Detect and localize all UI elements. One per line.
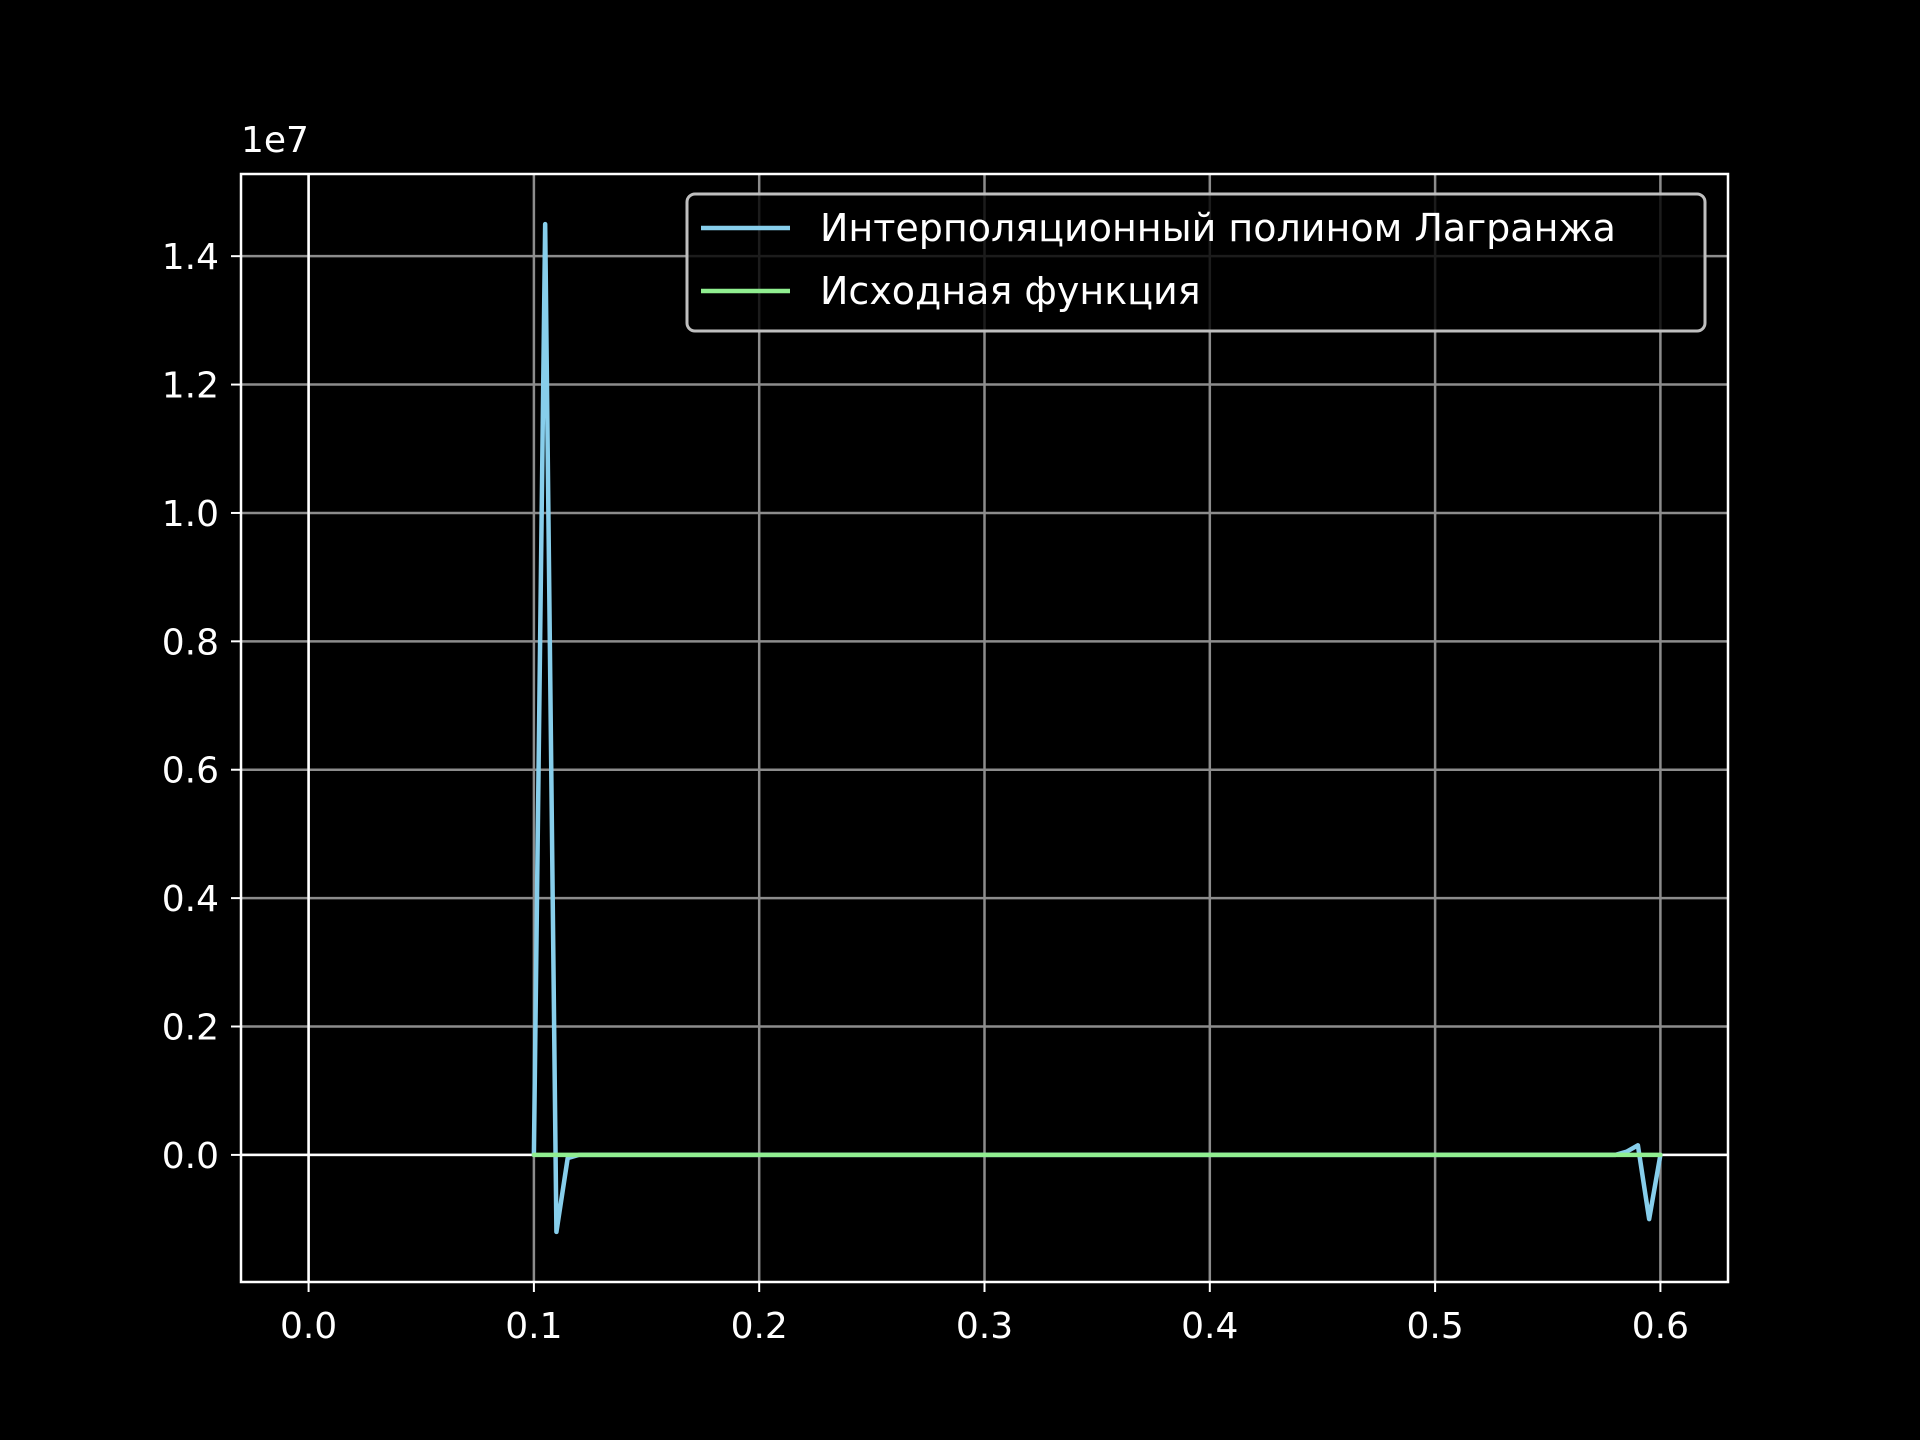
y-tick-label: 1.0 xyxy=(162,494,219,535)
x-tick-label: 0.2 xyxy=(731,1306,788,1347)
legend: Интерполяционный полином Лагранжа Исходна… xyxy=(685,192,1707,333)
y-tick-label: 0.0 xyxy=(162,1136,219,1177)
x-tick-label: 0.3 xyxy=(956,1306,1013,1347)
x-tick-label: 0.4 xyxy=(1181,1306,1238,1347)
x-tick-label: 0.1 xyxy=(505,1306,562,1347)
x-tick-label: 0.5 xyxy=(1406,1306,1463,1347)
y-tick-label: 0.6 xyxy=(162,751,219,792)
legend-box xyxy=(685,192,1707,333)
y-tick-label: 1.4 xyxy=(162,237,219,278)
series-layer xyxy=(531,221,1663,1235)
y-offset-label: 1e7 xyxy=(241,120,309,161)
x-tick-label: 0.6 xyxy=(1632,1306,1689,1347)
y-tick-label: 0.8 xyxy=(162,622,219,663)
y-tick-label: 0.2 xyxy=(162,1008,219,1049)
ticks: 0.0 0.1 0.2 0.3 0.4 0.5 0.6 0.0 0.2 0.4 0.6 0.8 1.0 1… xyxy=(162,237,1689,1347)
x-tick-label: 0.0 xyxy=(280,1306,337,1347)
legend-label: Интерполяционный полином Лагранжа xyxy=(820,206,1616,250)
legend-label: Исходная функция xyxy=(820,269,1201,313)
y-tick-label: 1.2 xyxy=(162,366,219,407)
y-tick-label: 0.4 xyxy=(162,879,219,920)
